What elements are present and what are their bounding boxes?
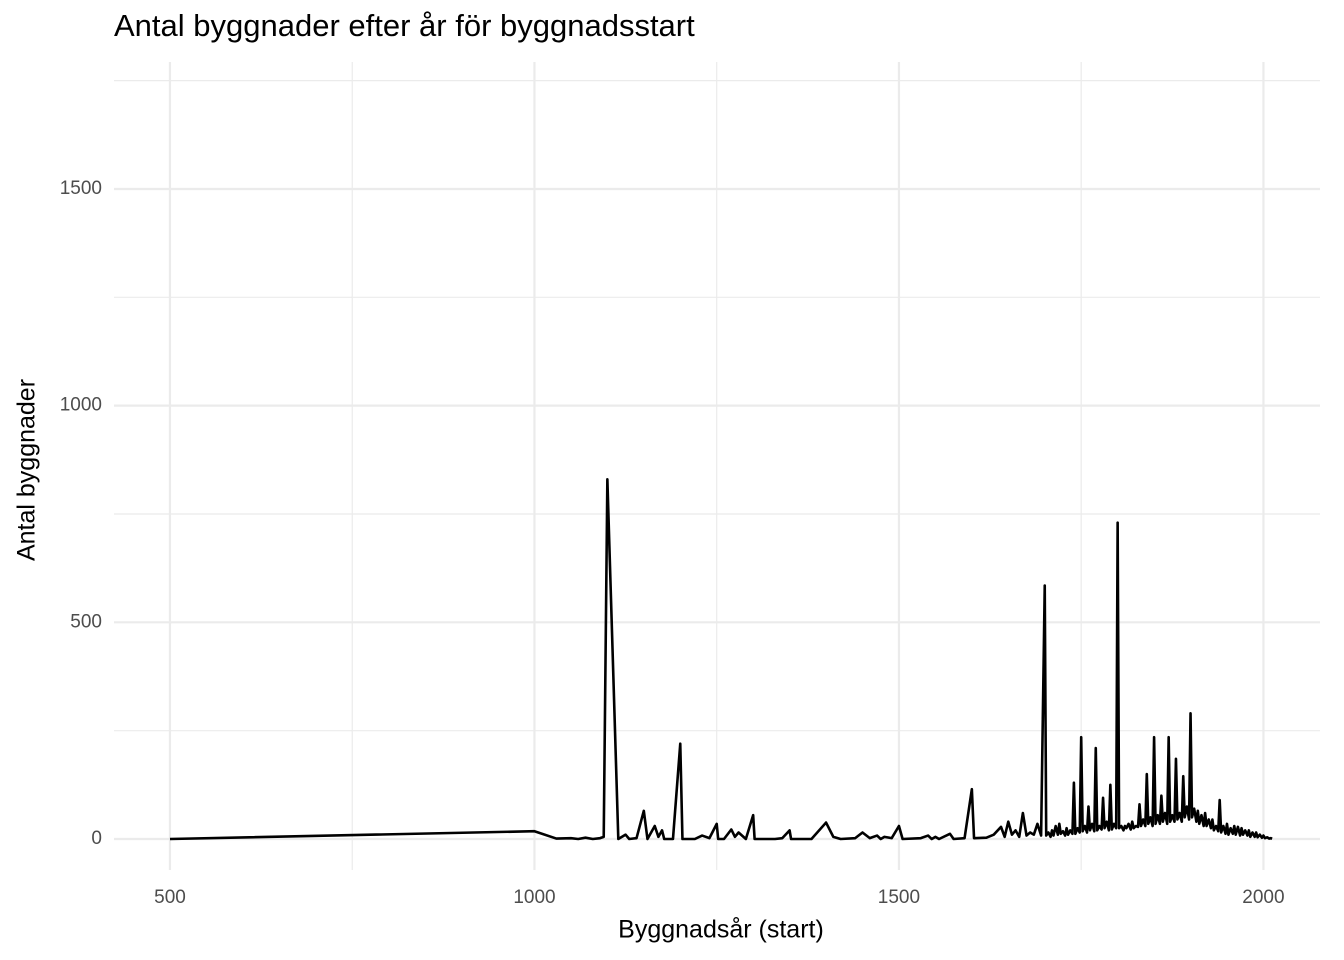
chart-title: Antal byggnader efter år för byggnadssta… <box>114 8 695 43</box>
y-tick-label: 0 <box>91 828 102 849</box>
y-axis-title: Antal byggnader <box>13 379 41 561</box>
y-tick-label: 1000 <box>60 395 102 416</box>
x-tick-label: 2000 <box>1242 887 1284 908</box>
x-tick-label: 500 <box>154 887 186 908</box>
x-tick-label: 1500 <box>878 887 920 908</box>
x-axis-title: Byggnadsår (start) <box>618 916 824 944</box>
y-tick-label: 1500 <box>60 178 102 199</box>
data-line <box>169 478 1273 841</box>
x-tick-label: 1000 <box>513 887 555 908</box>
y-tick-label: 500 <box>70 611 102 632</box>
